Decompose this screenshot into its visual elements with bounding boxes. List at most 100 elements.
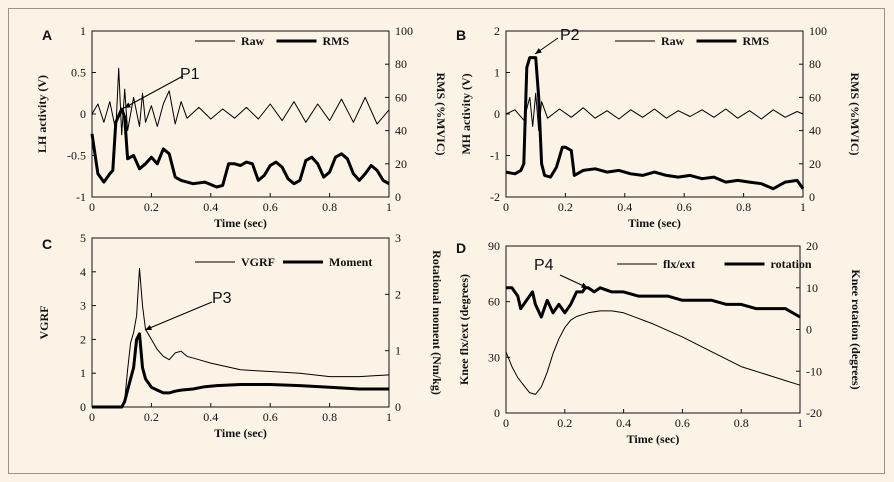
series-line-vgrf xyxy=(92,267,390,408)
y-tick-label: -1 xyxy=(76,190,86,204)
series-line-moment xyxy=(92,332,389,409)
y-tick-label: 3 xyxy=(80,299,86,313)
annotation-arrowhead xyxy=(124,102,131,108)
legend-label: Raw xyxy=(661,34,685,48)
annotation-arrowhead xyxy=(581,282,588,288)
annotation-arrow xyxy=(123,75,184,109)
y-tick-label: 0 xyxy=(80,400,86,414)
x-tick-label: 0.6 xyxy=(263,200,278,214)
y-right-tick-label: 60 xyxy=(395,90,407,104)
y-right-tick-label: 20 xyxy=(809,157,821,171)
y-tick-label: 2 xyxy=(494,24,500,38)
x-tick-label: 1 xyxy=(797,416,803,430)
peak-annotation: P3 xyxy=(212,290,232,307)
y-tick-label: 0.5 xyxy=(71,66,86,80)
legend-label: flx/ext xyxy=(663,257,695,271)
y-right-tick-label: 2 xyxy=(395,287,401,301)
y-right-tick-label: 10 xyxy=(806,281,818,295)
y-right-tick-label: -20 xyxy=(806,406,822,420)
y-right-tick-label: 0 xyxy=(395,400,401,414)
y-right-tick-label: 60 xyxy=(809,90,821,104)
y-right-axis-label: Rotational moment (Nm/kg) xyxy=(430,250,444,395)
y-right-tick-label: 20 xyxy=(806,239,818,253)
annotation-arrow xyxy=(144,301,213,331)
y-tick-label: 0 xyxy=(494,107,500,121)
y-right-tick-label: -10 xyxy=(806,364,822,378)
x-axis-label: Time (sec) xyxy=(627,432,680,446)
y-axis-label: MH activity (V) xyxy=(459,73,473,154)
y-tick-label: 1 xyxy=(80,24,86,38)
y-right-tick-label: 0 xyxy=(806,323,812,337)
y-right-axis-label: Knee rotation (degrees) xyxy=(849,269,863,389)
y-axis-label: LH activity (V) xyxy=(35,75,49,153)
y-right-axis-label: RMS (%MVIC) xyxy=(434,73,448,156)
x-axis-label: Time (sec) xyxy=(628,216,681,230)
series-line-raw xyxy=(91,67,390,136)
x-tick-label: 0.8 xyxy=(322,200,337,214)
y-tick-label: -1 xyxy=(490,149,500,163)
annotation-arrowhead xyxy=(145,324,152,331)
legend-label: rotation xyxy=(771,257,812,271)
y-tick-label: 0 xyxy=(494,406,500,420)
y-tick-label: 60 xyxy=(488,295,500,309)
x-axis-label: Time (sec) xyxy=(214,216,267,230)
x-tick-label: 0.4 xyxy=(203,200,218,214)
y-tick-label: -0.5 xyxy=(67,149,86,163)
y-right-tick-label: 20 xyxy=(395,157,407,171)
panel-label: B xyxy=(456,27,466,43)
plot-area-C xyxy=(91,237,390,408)
x-tick-label: 0.4 xyxy=(617,200,632,214)
legend-label: RMS xyxy=(323,34,350,48)
x-tick-label: 1 xyxy=(386,200,392,214)
x-tick-label: 0.2 xyxy=(144,200,159,214)
x-tick-label: 0 xyxy=(89,200,95,214)
x-tick-label: 0.6 xyxy=(675,416,690,430)
x-tick-label: 0.8 xyxy=(734,416,749,430)
x-tick-label: 0 xyxy=(89,410,95,424)
x-tick-label: 0.6 xyxy=(263,410,278,424)
panel-label: A xyxy=(42,27,52,43)
y-tick-label: 30 xyxy=(488,350,500,364)
y-right-axis-label: RMS (%MVIC) xyxy=(848,73,862,156)
y-right-tick-label: 1 xyxy=(395,344,401,358)
peak-annotation: P2 xyxy=(560,27,580,44)
y-tick-label: 5 xyxy=(80,231,86,245)
x-tick-label: 0.2 xyxy=(144,410,159,424)
x-tick-label: 1 xyxy=(386,410,392,424)
x-tick-label: 0.2 xyxy=(558,200,573,214)
x-tick-label: 0.2 xyxy=(557,416,572,430)
y-right-tick-label: 80 xyxy=(809,57,821,71)
legend-label: RMS xyxy=(743,34,770,48)
x-tick-label: 0.6 xyxy=(677,200,692,214)
legend-label: Moment xyxy=(329,255,372,269)
series-line-flx-ext xyxy=(505,310,801,395)
x-tick-label: 0 xyxy=(503,200,509,214)
panel-label: C xyxy=(42,236,52,252)
x-tick-label: 0.8 xyxy=(322,410,337,424)
y-tick-label: 90 xyxy=(488,239,500,253)
x-tick-label: 0.4 xyxy=(203,410,218,424)
y-right-tick-label: 100 xyxy=(395,24,413,38)
x-axis-label: Time (sec) xyxy=(214,426,267,440)
y-right-tick-label: 3 xyxy=(395,231,401,245)
x-tick-label: 1 xyxy=(800,200,806,214)
panel-label: D xyxy=(456,240,466,256)
x-tick-label: 0.8 xyxy=(736,200,751,214)
figure-frame xyxy=(8,8,885,474)
series-line-rotation xyxy=(506,286,801,319)
y-right-tick-label: 100 xyxy=(809,24,827,38)
y-right-tick-label: 40 xyxy=(809,124,821,138)
y-right-tick-label: 0 xyxy=(395,190,401,204)
y-tick-label: 1 xyxy=(494,66,500,80)
y-axis-label: Knee flx/ext (degrees) xyxy=(457,274,471,385)
y-axis-label: VGRF xyxy=(37,306,51,340)
y-tick-label: -2 xyxy=(490,190,500,204)
y-tick-label: 4 xyxy=(80,265,86,279)
legend-label: VGRF xyxy=(241,255,275,269)
series-line-raw xyxy=(505,92,804,132)
legend-label: Raw xyxy=(241,34,265,48)
y-right-tick-label: 40 xyxy=(395,124,407,138)
y-tick-label: 0 xyxy=(80,107,86,121)
y-right-tick-label: 80 xyxy=(395,57,407,71)
